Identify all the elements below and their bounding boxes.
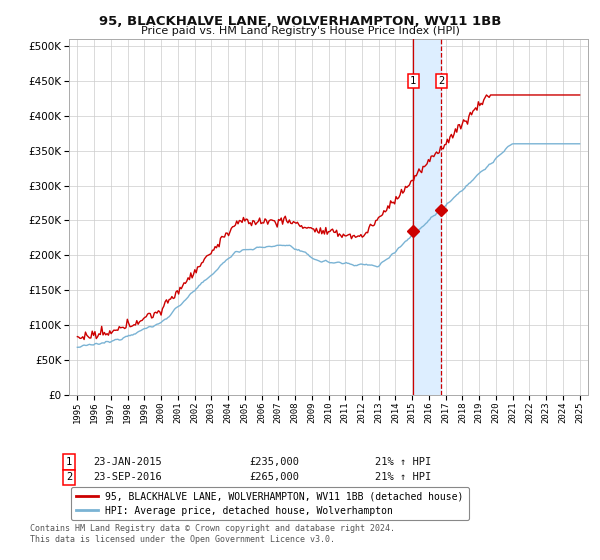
- Bar: [413, 39, 441, 395]
- Legend: 95, BLACKHALVE LANE, WOLVERHAMPTON, WV11 1BB (detached house), HPI: Average pric: 95, BLACKHALVE LANE, WOLVERHAMPTON, WV11…: [71, 487, 469, 520]
- Text: 23-JAN-2015: 23-JAN-2015: [93, 457, 162, 467]
- Text: Contains HM Land Registry data © Crown copyright and database right 2024.
This d: Contains HM Land Registry data © Crown c…: [30, 524, 395, 544]
- Text: 2: 2: [438, 76, 444, 86]
- Text: 23-SEP-2016: 23-SEP-2016: [93, 472, 162, 482]
- Text: 95, BLACKHALVE LANE, WOLVERHAMPTON, WV11 1BB: 95, BLACKHALVE LANE, WOLVERHAMPTON, WV11…: [99, 15, 501, 27]
- Text: 21% ↑ HPI: 21% ↑ HPI: [375, 472, 431, 482]
- Text: Price paid vs. HM Land Registry's House Price Index (HPI): Price paid vs. HM Land Registry's House …: [140, 26, 460, 36]
- Text: 1: 1: [410, 76, 416, 86]
- Text: 21% ↑ HPI: 21% ↑ HPI: [375, 457, 431, 467]
- Text: 2: 2: [66, 472, 72, 482]
- Text: £265,000: £265,000: [249, 472, 299, 482]
- Text: £235,000: £235,000: [249, 457, 299, 467]
- Text: 1: 1: [66, 457, 72, 467]
